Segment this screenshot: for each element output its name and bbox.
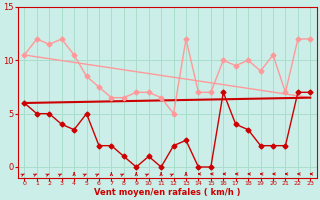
X-axis label: Vent moyen/en rafales ( km/h ): Vent moyen/en rafales ( km/h ) — [94, 188, 241, 197]
